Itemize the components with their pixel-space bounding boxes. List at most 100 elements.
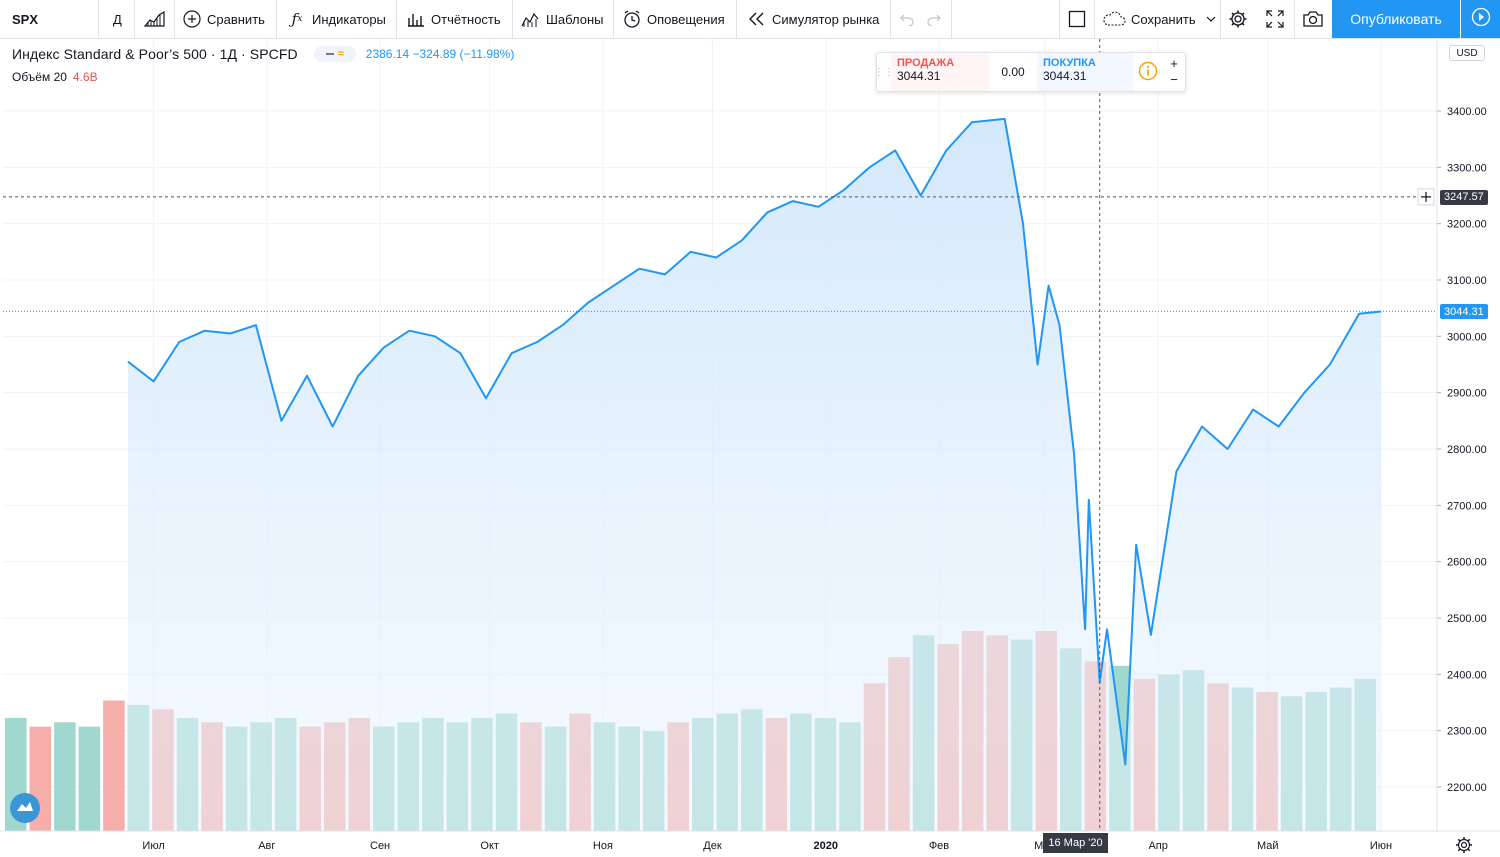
x-tick-label: Май — [1257, 840, 1279, 852]
info-icon — [1138, 61, 1158, 84]
sell-price: 3044.31 — [897, 69, 941, 83]
y-tick-label: 3000.00 — [1447, 331, 1487, 343]
undo-button[interactable] — [899, 0, 915, 38]
x-tick-label: Авг — [258, 840, 275, 852]
cloud-icon — [1102, 9, 1126, 29]
symbol-search[interactable]: SPX — [12, 0, 38, 38]
settings-button[interactable] — [1228, 0, 1248, 38]
save-button[interactable]: Сохранить — [1102, 0, 1216, 38]
tradingview-logo[interactable] — [10, 793, 40, 823]
undo-icon — [899, 12, 915, 26]
last-price-label: 3044.31 — [1440, 304, 1488, 320]
plus-icon — [1421, 191, 1431, 202]
templates-button[interactable]: Шаблоны — [521, 0, 604, 38]
x-tick-label: 2020 — [814, 840, 838, 852]
spread-value: 0.00 — [1001, 65, 1025, 79]
buy-label: ПОКУПКА — [1043, 57, 1096, 69]
fullscreen-button[interactable] — [1266, 0, 1284, 38]
interval-button[interactable]: Д — [113, 0, 122, 38]
financials-label: Отчётность — [431, 11, 501, 27]
y-tick-label: 2700.00 — [1447, 500, 1487, 512]
replay-label: Симулятор рынка — [772, 11, 880, 27]
y-tick-label: 3200.00 — [1447, 219, 1487, 231]
publish-button[interactable]: Опубликовать — [1332, 0, 1460, 38]
area-chart-icon — [144, 10, 166, 28]
price-area — [128, 118, 1381, 831]
price-line — [127, 117, 1382, 766]
publish-label: Опубликовать — [1350, 11, 1442, 27]
currency-label: USD — [1456, 47, 1478, 59]
publish-menu-button[interactable] — [1461, 0, 1500, 38]
chart-legend: Индекс Standard & Poor’s 500 · 1Д · SPCF… — [12, 46, 514, 62]
save-label: Сохранить — [1131, 11, 1196, 27]
bar-chart-icon — [406, 9, 426, 29]
indicators-label: Индикаторы — [312, 11, 386, 27]
snapshot-button[interactable] — [1302, 0, 1324, 38]
gear-icon — [1228, 9, 1248, 29]
compare-button[interactable]: Сравнить — [182, 0, 265, 38]
time-axis[interactable]: ИюлАвгСенОктНояДек2020ФевМарАпрМайИюн — [0, 830, 1500, 857]
chevron-down-icon — [1206, 16, 1216, 22]
x-tick-label: Июл — [142, 840, 164, 852]
minus-icon[interactable]: − — [1170, 72, 1178, 87]
chart-style-button[interactable] — [144, 0, 166, 38]
templates-label: Шаблоны — [546, 11, 604, 27]
sell-label: ПРОДАЖА — [897, 57, 955, 69]
plus-icon[interactable]: + — [1170, 56, 1178, 71]
x-tick-label: Апр — [1148, 840, 1167, 852]
y-tick-label: 2600.00 — [1447, 557, 1487, 569]
alerts-button[interactable]: Оповещения — [622, 0, 725, 38]
price-chart[interactable]: 2200.00 2300.00 2400.00 2500.00 2600.00 2700.… — [0, 39, 1500, 857]
square-icon — [1068, 10, 1086, 28]
wave-icon: ≈ — [337, 48, 344, 60]
compare-label: Сравнить — [207, 11, 265, 27]
volume-label: Объём 20 — [12, 70, 67, 84]
y-tick-label: 2800.00 — [1447, 444, 1487, 456]
chart-overlays — [3, 39, 1437, 831]
gear-icon — [1455, 837, 1473, 857]
sell-button[interactable]: ПРОДАЖА 3044.31 — [891, 53, 989, 91]
interval-label: Д — [113, 11, 122, 27]
templates-icon — [521, 9, 541, 29]
x-tick-label: Июн — [1370, 840, 1392, 852]
buy-button[interactable]: ПОКУПКА 3044.31 — [1037, 53, 1133, 91]
minus-icon — [325, 53, 334, 55]
y-tick-label: 2900.00 — [1447, 388, 1487, 400]
crosshair-date-label: 16 Мар '20 — [1043, 833, 1108, 853]
y-tick-label: 2400.00 — [1447, 669, 1487, 681]
volume-legend: Объём 20 4.6B — [12, 70, 98, 84]
layout-button[interactable] — [1068, 0, 1086, 38]
financials-button[interactable]: Отчётность — [406, 0, 501, 38]
price-axis[interactable]: 2200.00 2300.00 2400.00 2500.00 2600.00 2700.… — [1436, 39, 1500, 831]
crosshair-values: 2386.14 −324.89 (−11.98%) — [365, 47, 515, 61]
axis-settings-button[interactable] — [1455, 836, 1473, 857]
play-circle-icon — [1471, 7, 1491, 32]
buy-price: 3044.31 — [1043, 69, 1087, 83]
camera-icon — [1302, 10, 1324, 28]
x-tick-label: Ноя — [593, 840, 613, 852]
cloud-logo-icon — [15, 799, 35, 818]
y-tick-label: 3100.00 — [1447, 275, 1487, 287]
y-tick-label: 2300.00 — [1447, 726, 1487, 738]
volume-bar — [54, 722, 76, 831]
x-tick-label: Дек — [703, 840, 722, 852]
rewind-icon — [747, 9, 767, 29]
currency-badge[interactable]: USD — [1449, 45, 1485, 61]
symbol-label: SPX — [12, 11, 39, 27]
fullscreen-icon — [1266, 10, 1284, 28]
x-tick-label: Окт — [480, 840, 499, 852]
info-button[interactable] — [1133, 53, 1163, 91]
alarm-clock-icon — [622, 9, 642, 29]
plus-circle-icon — [182, 9, 202, 29]
quantity-stepper[interactable]: + − — [1163, 53, 1185, 91]
drag-handle-icon[interactable]: ⋮⋮ — [874, 66, 894, 78]
y-tick-label: 3400.00 — [1447, 106, 1487, 118]
last-price: 3044.31 — [1444, 305, 1484, 318]
trade-panel: ⋮⋮ ПРОДАЖА 3044.31 0.00 ПОКУПКА 3044.31 … — [874, 52, 1186, 92]
replay-button[interactable]: Симулятор рынка — [747, 0, 879, 38]
x-tick-label: Сен — [370, 840, 390, 852]
redo-button[interactable] — [926, 0, 942, 38]
legend-toggle[interactable]: ≈ — [313, 46, 356, 62]
